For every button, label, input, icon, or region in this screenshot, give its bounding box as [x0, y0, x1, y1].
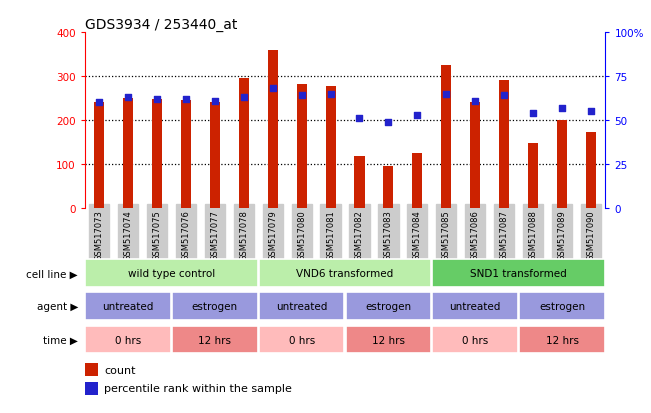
Bar [441, 66, 451, 208]
Text: 12 hrs: 12 hrs [546, 335, 579, 345]
Text: GDS3934 / 253440_at: GDS3934 / 253440_at [85, 18, 237, 32]
Bar [85, 363, 98, 376]
Point [123, 95, 133, 101]
Point [152, 96, 162, 103]
Bar [432, 293, 518, 320]
Text: untreated: untreated [450, 301, 501, 312]
Text: 0 hrs: 0 hrs [462, 335, 488, 345]
Text: agent ▶: agent ▶ [36, 301, 78, 312]
Text: SND1 transformed: SND1 transformed [470, 268, 567, 279]
Bar [528, 143, 538, 208]
Point [268, 86, 278, 93]
Point [326, 91, 336, 98]
Bar [412, 154, 422, 208]
Bar [210, 102, 220, 208]
Point [441, 91, 452, 98]
Bar [432, 260, 605, 287]
Bar [586, 133, 596, 208]
Text: 12 hrs: 12 hrs [199, 335, 231, 345]
Bar [85, 260, 258, 287]
Bar [172, 293, 258, 320]
Bar [85, 293, 171, 320]
Point [528, 110, 538, 117]
Bar [268, 50, 278, 208]
Point [94, 100, 104, 107]
Bar [346, 293, 431, 320]
Bar [123, 99, 133, 208]
Text: 0 hrs: 0 hrs [288, 335, 314, 345]
Bar [259, 260, 431, 287]
Text: estrogen: estrogen [192, 301, 238, 312]
Text: untreated: untreated [102, 301, 154, 312]
Bar [354, 157, 365, 208]
Bar [259, 293, 344, 320]
Bar [519, 326, 605, 354]
Text: wild type control: wild type control [128, 268, 215, 279]
Bar [470, 102, 480, 208]
Bar [432, 326, 518, 354]
Text: 0 hrs: 0 hrs [115, 335, 141, 345]
Bar [326, 87, 336, 208]
Bar [259, 326, 344, 354]
Bar [519, 293, 605, 320]
Bar [94, 103, 104, 208]
Text: 12 hrs: 12 hrs [372, 335, 405, 345]
Point [499, 93, 509, 100]
Bar [181, 100, 191, 208]
Bar [346, 326, 431, 354]
Point [412, 112, 422, 119]
Point [586, 109, 596, 115]
Text: percentile rank within the sample: percentile rank within the sample [104, 383, 292, 393]
Bar [383, 167, 393, 208]
Bar [297, 85, 307, 208]
Text: VND6 transformed: VND6 transformed [296, 268, 394, 279]
Bar [85, 382, 98, 395]
Bar [239, 78, 249, 208]
Bar [85, 326, 171, 354]
Text: estrogen: estrogen [365, 301, 411, 312]
Bar [172, 326, 258, 354]
Point [354, 116, 365, 122]
Point [210, 98, 220, 104]
Bar [557, 121, 567, 208]
Text: time ▶: time ▶ [43, 335, 78, 345]
Bar [152, 100, 162, 208]
Text: estrogen: estrogen [539, 301, 585, 312]
Text: cell line ▶: cell line ▶ [27, 268, 78, 279]
Point [296, 93, 307, 100]
Text: count: count [104, 365, 135, 375]
Point [181, 96, 191, 103]
Point [383, 119, 394, 126]
Point [238, 95, 249, 101]
Point [470, 98, 480, 104]
Bar [499, 81, 509, 208]
Point [557, 105, 567, 112]
Text: untreated: untreated [276, 301, 327, 312]
